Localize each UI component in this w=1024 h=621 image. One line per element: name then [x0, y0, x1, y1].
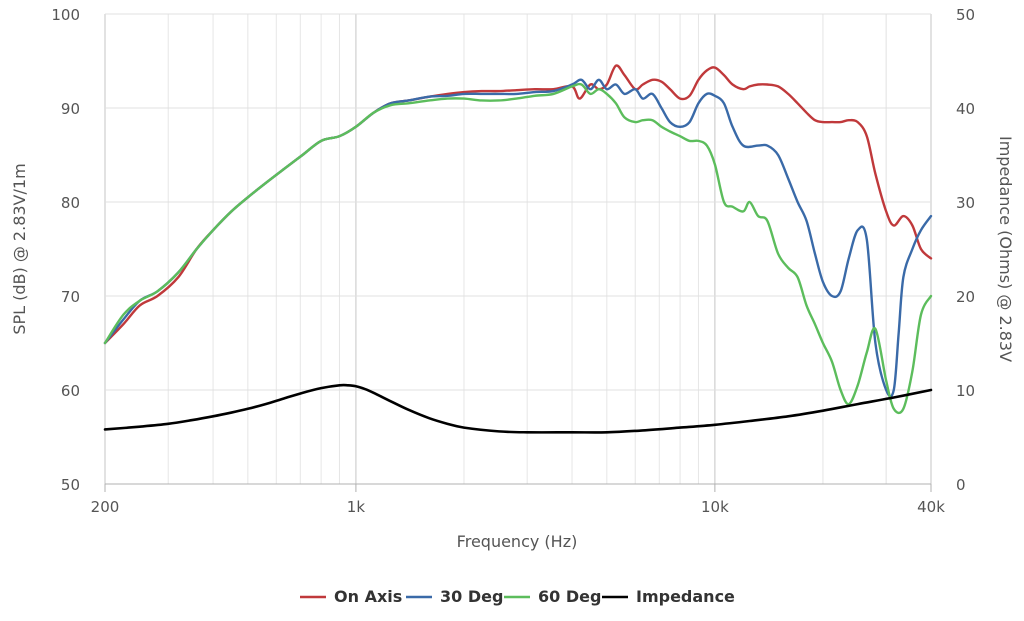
y-left-tick-label: 80	[61, 194, 80, 212]
x-tick-label: 40k	[917, 498, 945, 516]
y-axis-left-title: SPL (dB) @ 2.83V/1m	[10, 163, 29, 334]
series-line-impedance[interactable]	[103, 383, 933, 434]
legend-item-on-axis[interactable]: On Axis	[300, 587, 402, 606]
series-line-on-axis[interactable]	[103, 64, 933, 345]
series-lines	[103, 64, 933, 434]
legend-label: On Axis	[334, 587, 402, 606]
y-left-tick-label: 100	[51, 6, 80, 24]
legend-label: Impedance	[636, 587, 735, 606]
series-line-60-deg[interactable]	[103, 82, 933, 415]
legend-item-60-deg[interactable]: 60 Deg	[504, 587, 601, 606]
y-left-tick-label: 60	[61, 382, 80, 400]
y-right-tick-label: 10	[956, 382, 975, 400]
legend-item-impedance[interactable]: Impedance	[602, 587, 735, 606]
y-left-tick-label: 70	[61, 288, 80, 306]
grid	[104, 13, 932, 485]
x-tick-label: 10k	[701, 498, 729, 516]
y-right-tick-label: 0	[956, 476, 966, 494]
y-axis-right-title: Impedance (Ohms) @ 2.83V	[996, 136, 1015, 362]
series-line-30-deg[interactable]	[103, 78, 933, 398]
legend-item-30-deg[interactable]: 30 Deg	[406, 587, 503, 606]
x-tick-label: 200	[91, 498, 120, 516]
y-right-tick-label: 20	[956, 288, 975, 306]
y-right-tick-label: 50	[956, 6, 975, 24]
x-tick-label: 1k	[347, 498, 366, 516]
legend: On Axis 30 Deg 60 Deg Impedance	[300, 587, 735, 606]
y-right-tick-label: 30	[956, 194, 975, 212]
y-left-tick-label: 90	[61, 100, 80, 118]
axes: 200 1k 10k 40k 50 60 70 80 90 100 0 10 20 30 40 50	[51, 6, 975, 516]
x-axis-title: Frequency (Hz)	[457, 532, 578, 551]
y-right-tick-label: 40	[956, 100, 975, 118]
y-left-tick-label: 50	[61, 476, 80, 494]
legend-label: 60 Deg	[538, 587, 601, 606]
legend-label: 30 Deg	[440, 587, 503, 606]
